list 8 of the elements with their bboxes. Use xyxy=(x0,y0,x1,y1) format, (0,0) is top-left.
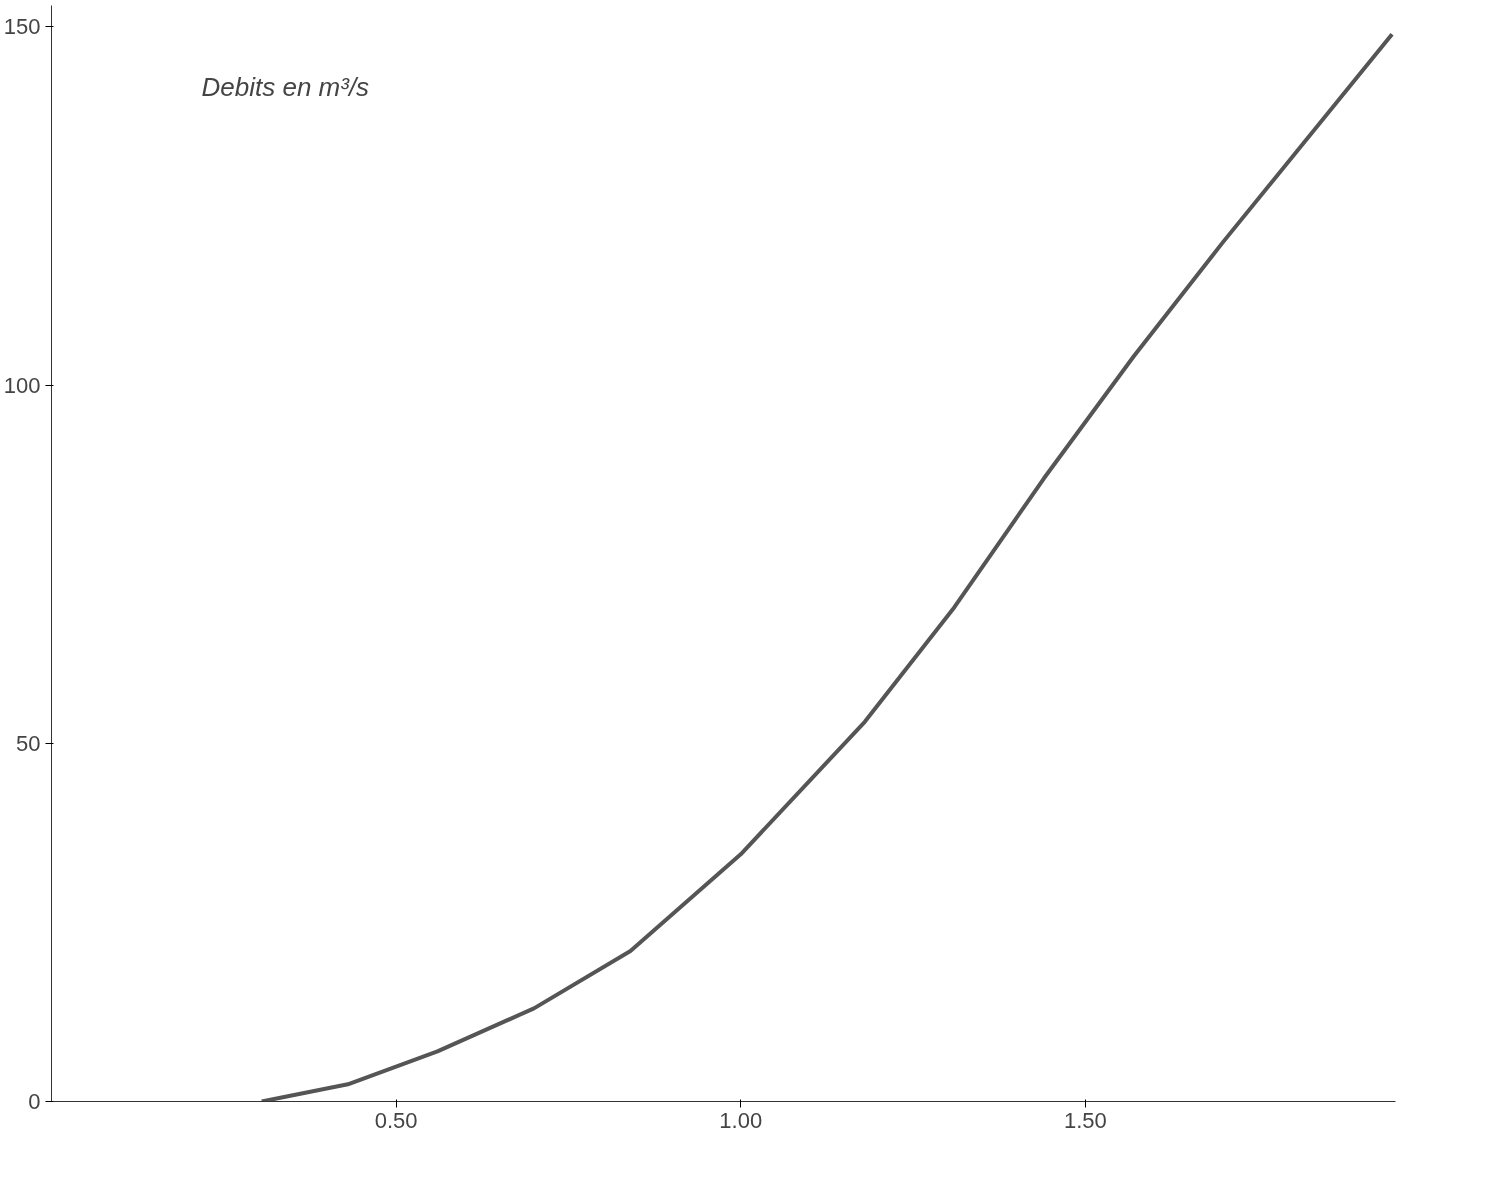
y-axis-title: Debits en m³/s xyxy=(201,71,370,102)
y-tick-label: 50 xyxy=(16,730,41,756)
x-tick-label: 0.50 xyxy=(374,1107,418,1133)
y-tick-label: 150 xyxy=(3,14,41,40)
y-tick-label: 0 xyxy=(28,1089,41,1114)
y-tick-label: 100 xyxy=(3,372,41,398)
x-tick-label: 1.00 xyxy=(719,1107,763,1133)
x-tick-label: 1.50 xyxy=(1063,1107,1107,1133)
